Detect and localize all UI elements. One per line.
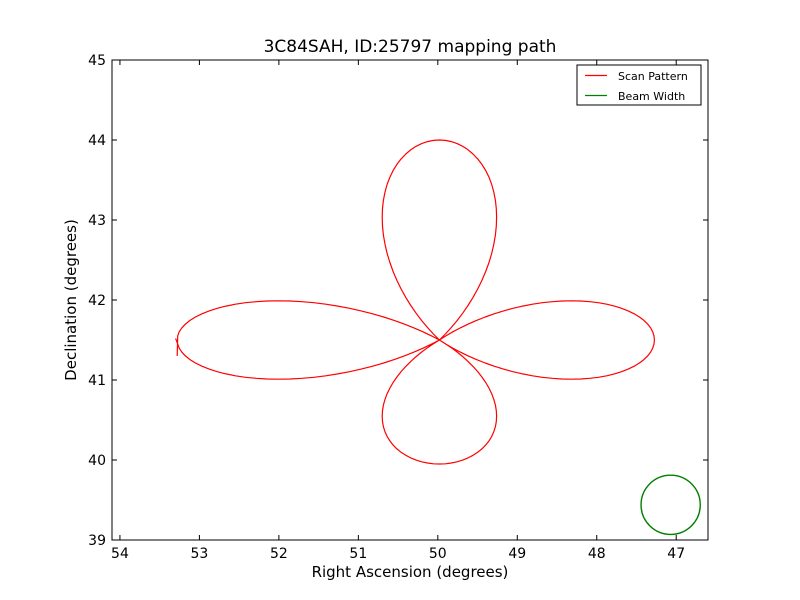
- y-tick-label: 42: [88, 293, 106, 309]
- y-tick-label: 44: [88, 133, 106, 149]
- plot-content: [175, 139, 701, 536]
- y-tick-label: 39: [88, 533, 106, 549]
- x-tick-label: 54: [111, 546, 129, 562]
- y-tick-label: 40: [88, 453, 106, 469]
- chart-title: 3C84SAH, ID:25797 mapping path: [264, 37, 557, 57]
- y-tick-label: 45: [88, 53, 106, 69]
- x-axis-label: Right Ascension (degrees): [312, 563, 509, 581]
- x-tick-label: 49: [508, 546, 526, 562]
- x-tick-label: 51: [349, 546, 367, 562]
- x-tick-label: 53: [190, 546, 208, 562]
- legend-label-beam-width: Beam Width: [618, 90, 685, 103]
- y-tick-label: 43: [88, 213, 106, 229]
- legend-label-scan-pattern: Scan Pattern: [618, 70, 688, 83]
- x-tick-label: 48: [588, 546, 606, 562]
- scan-pattern-line: [175, 139, 655, 465]
- legend-box: [576, 64, 702, 106]
- plot-frame: [111, 59, 709, 541]
- legend: Scan Pattern Beam Width: [576, 64, 702, 106]
- plot-area: [112, 60, 708, 540]
- axis-ticks: 54 53 52 51 50 49 48 47 39 40 41 42 43 44 45: [88, 53, 708, 562]
- beam-width-circle: [640, 474, 701, 536]
- y-axis-label: Declination (degrees): [62, 219, 80, 381]
- x-tick-label: 47: [667, 546, 685, 562]
- y-tick-label: 41: [88, 373, 106, 389]
- x-tick-label: 52: [270, 546, 288, 562]
- x-tick-label: 50: [429, 546, 447, 562]
